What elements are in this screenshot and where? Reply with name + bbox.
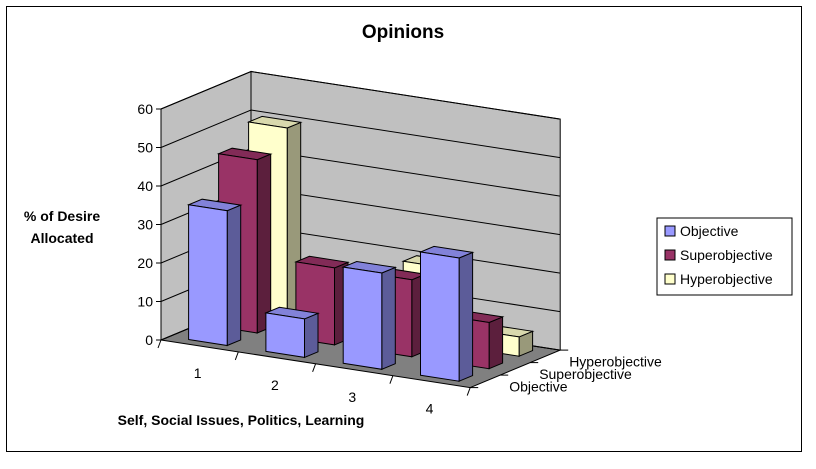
- x-tick-label: 1: [194, 365, 202, 381]
- y-tick-label: 0: [145, 332, 153, 348]
- y-axis-title-line-2: Allocated: [30, 230, 93, 246]
- x-tick-label: 4: [426, 401, 434, 417]
- bar-objective-3: [341, 260, 398, 371]
- x-tick-mark: [234, 351, 239, 361]
- depth-tick-label: Hyperobjective: [569, 353, 662, 369]
- legend: Objective Superobjective Hyperobjective: [656, 217, 793, 296]
- legend-swatch-superobjective: [664, 249, 676, 261]
- bar-objective-2: [264, 306, 320, 359]
- legend-swatch-objective: [664, 225, 676, 237]
- x-tick-mark: [466, 387, 471, 396]
- legend-label-superobjective: Superobjective: [680, 247, 773, 263]
- y-tick-label: 40: [137, 178, 153, 194]
- gridline: [160, 70, 561, 120]
- legend-box: [656, 217, 793, 296]
- y-tick-label: 50: [137, 140, 153, 156]
- bars: [186, 115, 535, 382]
- x-tick-mark: [312, 363, 317, 372]
- y-tick-label: 20: [137, 255, 153, 271]
- chart-title: Opinions: [362, 22, 444, 43]
- bar-objective-1: [186, 198, 243, 347]
- y-axis-title-line-1: % of Desire: [24, 208, 100, 224]
- gridline: [160, 109, 561, 159]
- bar-objective-4: [418, 245, 475, 382]
- y-tick-label: 30: [137, 217, 153, 233]
- axes: 0 10 20 30 40 50 60 1 2 3 4 ObjectiveSuperobjective…: [137, 101, 662, 417]
- x-axis-title: Self, Social Issues, Politics, Learning: [118, 412, 365, 428]
- depth-tick-label: Superobjective: [539, 366, 632, 382]
- x-tick-label: 3: [348, 389, 356, 405]
- x-tick-mark: [389, 375, 394, 384]
- legend-swatch-hyperobjective: [664, 273, 676, 285]
- y-tick-label: 10: [137, 294, 153, 310]
- x-tick-mark: [157, 339, 162, 349]
- legend-label-hyperobjective: Hyperobjective: [680, 271, 773, 287]
- x-tick-label: 2: [271, 377, 279, 393]
- y-tick-label: 60: [137, 101, 153, 117]
- depth-tick-label: Objective: [509, 378, 568, 394]
- legend-label-objective: Objective: [680, 223, 739, 239]
